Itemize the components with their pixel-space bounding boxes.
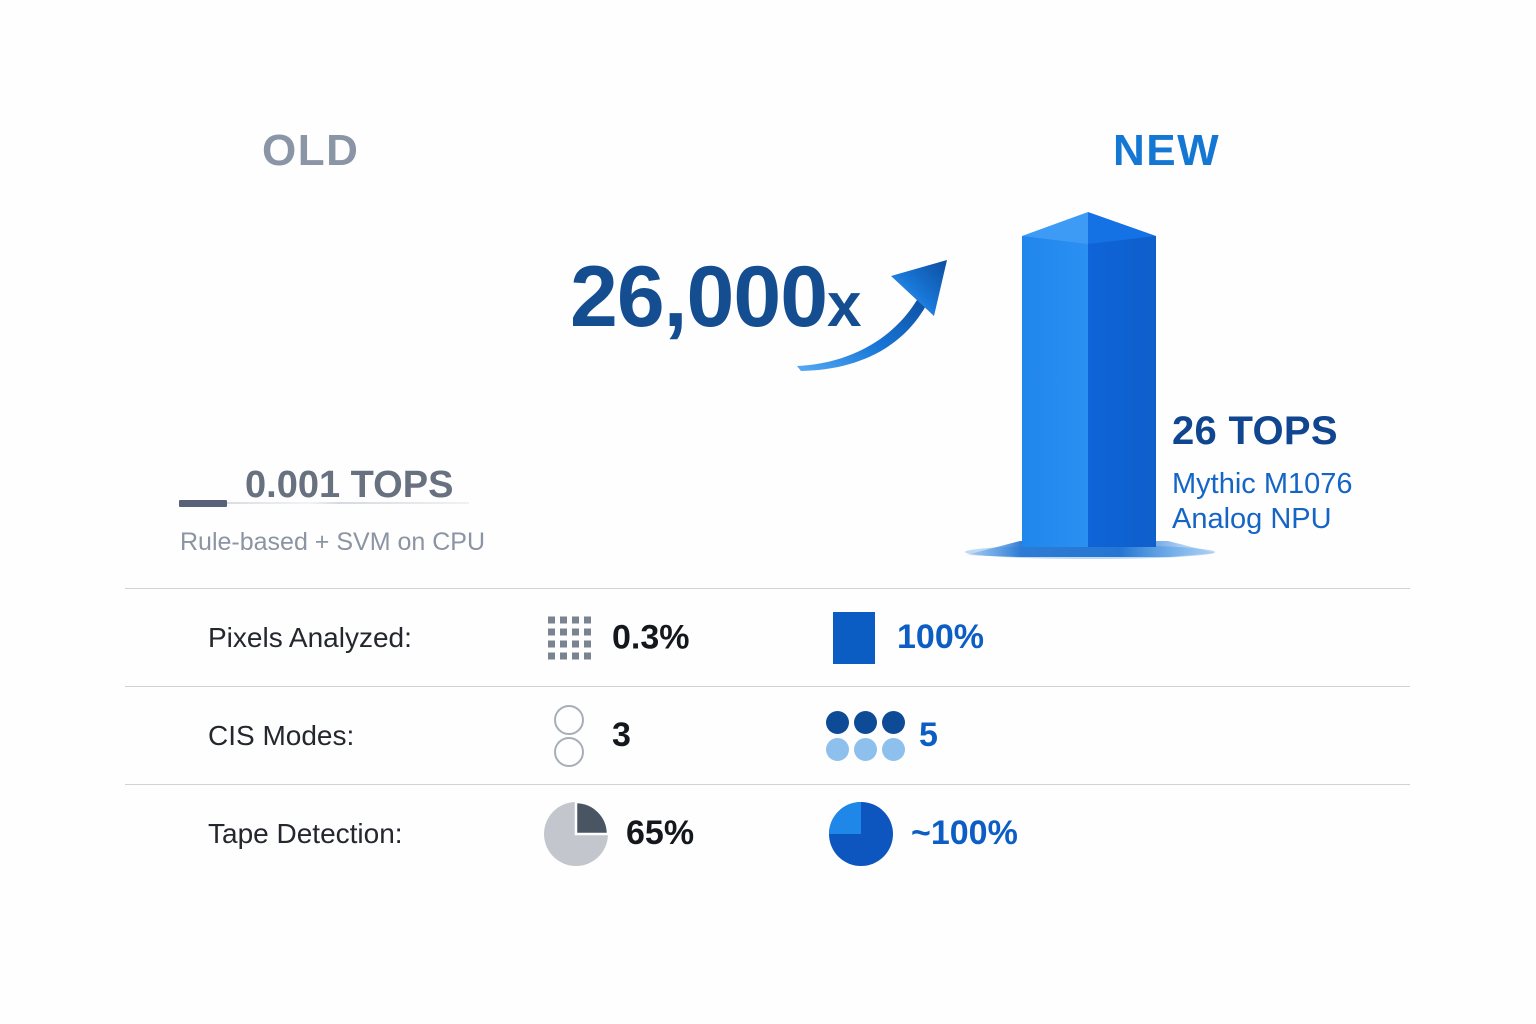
blue-pie-icon [825, 800, 897, 868]
old-subtitle: Rule-based + SVM on CPU [180, 528, 486, 556]
row-old-value: 3 [612, 716, 631, 754]
row-old-cell: 0.3% [540, 616, 690, 659]
two-hollow-circles-icon [540, 704, 598, 767]
row-old-cell: 3 [540, 704, 631, 767]
row-old-cell: 65% [540, 800, 694, 868]
multiplier-number: 26,000 [570, 249, 828, 345]
old-baseline-rule [179, 502, 469, 504]
new-subtitle-line1: Mythic M1076 [1172, 468, 1353, 500]
row-new-value: ~100% [911, 814, 1018, 852]
growth-arrow-icon [797, 260, 947, 371]
comparison-table: Pixels Analyzed: 0.3% 100% [125, 588, 1410, 882]
old-bar [179, 500, 227, 507]
six-dots-icon [825, 710, 905, 761]
row-new-cell: 100% [825, 611, 984, 664]
solid-square-icon [825, 611, 883, 664]
row-new-cell: ~100% [825, 800, 1018, 868]
column-header-new: NEW [1113, 126, 1221, 175]
multiplier-suffix: x [827, 271, 861, 340]
row-new-value: 5 [919, 716, 938, 754]
old-tops-value: 0.001 TOPS [245, 464, 454, 506]
gray-pie-icon [540, 800, 612, 868]
new-bar-3d [965, 212, 1216, 559]
multiplier-value: 26,000x [570, 254, 862, 340]
table-divider [125, 784, 1410, 785]
multiplier-callout: 26,000x [560, 248, 960, 383]
new-subtitle-line2: Analog NPU [1172, 503, 1332, 535]
table-row: Tape Detection: 65% ~100% [125, 785, 1410, 882]
table-row: CIS Modes: 3 5 [125, 687, 1410, 784]
table-divider [125, 686, 1410, 687]
column-header-old: OLD [262, 126, 360, 175]
row-label: CIS Modes: [208, 719, 355, 751]
new-tops-value: 26 TOPS [1172, 409, 1338, 453]
table-row: Pixels Analyzed: 0.3% 100% [125, 589, 1410, 686]
row-label: Pixels Analyzed: [208, 621, 412, 653]
row-new-cell: 5 [825, 710, 938, 761]
row-label: Tape Detection: [208, 817, 403, 849]
row-new-value: 100% [897, 618, 984, 656]
dot-grid-icon [540, 616, 598, 659]
table-divider [125, 588, 1410, 589]
row-old-value: 0.3% [612, 618, 690, 656]
row-old-value: 65% [626, 814, 695, 852]
